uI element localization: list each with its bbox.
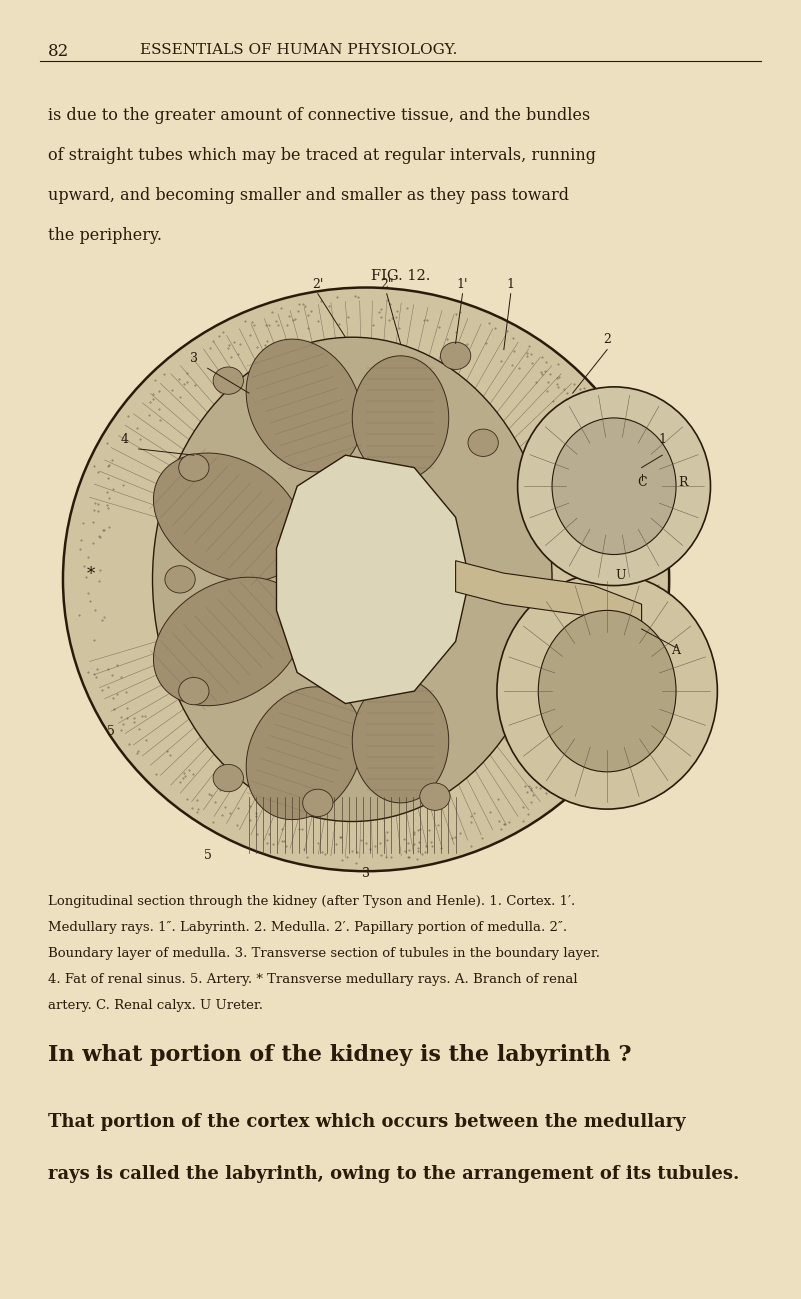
Text: of straight tubes which may be traced at regular intervals, running: of straight tubes which may be traced at…	[48, 147, 596, 164]
Circle shape	[303, 790, 333, 817]
Ellipse shape	[63, 287, 669, 872]
Ellipse shape	[538, 611, 676, 772]
Circle shape	[213, 368, 244, 395]
Text: R: R	[678, 477, 688, 490]
Text: 3: 3	[362, 868, 370, 881]
Polygon shape	[456, 561, 642, 629]
Text: 2: 2	[603, 334, 611, 347]
Text: U: U	[616, 569, 626, 582]
Ellipse shape	[152, 338, 552, 821]
Text: the periphery.: the periphery.	[48, 227, 162, 244]
Text: 4. Fat of renal sinus. 5. Artery. * Transverse medullary rays. A. Branch of rena: 4. Fat of renal sinus. 5. Artery. * Tran…	[48, 973, 578, 986]
Circle shape	[420, 783, 450, 811]
Ellipse shape	[552, 418, 676, 555]
Ellipse shape	[246, 339, 362, 472]
Text: Medullary rays. 1″. Labyrinth. 2. Medulla. 2′. Papillary portion of medulla. 2″.: Medullary rays. 1″. Labyrinth. 2. Medull…	[48, 921, 567, 934]
Ellipse shape	[154, 453, 303, 582]
Text: 1': 1'	[457, 278, 469, 291]
Text: 1: 1	[507, 278, 515, 291]
Ellipse shape	[352, 356, 449, 481]
Text: 4: 4	[121, 433, 129, 446]
Circle shape	[179, 453, 209, 481]
Text: 3: 3	[190, 352, 198, 365]
Ellipse shape	[517, 387, 710, 586]
Text: C: C	[637, 477, 646, 490]
Circle shape	[441, 342, 471, 369]
Text: *: *	[87, 566, 95, 583]
Text: 5: 5	[107, 725, 115, 738]
Text: artery. C. Renal calyx. U Ureter.: artery. C. Renal calyx. U Ureter.	[48, 999, 263, 1012]
Text: That portion of the cortex which occurs between the medullary: That portion of the cortex which occurs …	[48, 1113, 686, 1131]
Text: 5: 5	[203, 848, 211, 861]
Text: 2": 2"	[380, 278, 393, 291]
Text: FIG. 12.: FIG. 12.	[371, 269, 430, 283]
Circle shape	[468, 429, 498, 456]
Text: ESSENTIALS OF HUMAN PHYSIOLOGY.: ESSENTIALS OF HUMAN PHYSIOLOGY.	[140, 43, 457, 57]
Text: rays is called the labyrinth, owing to the arrangement of its tubules.: rays is called the labyrinth, owing to t…	[48, 1165, 739, 1183]
Text: is due to the greater amount of connective tissue, and the bundles: is due to the greater amount of connecti…	[48, 107, 590, 123]
Text: 2': 2'	[312, 278, 324, 291]
Text: Longitudinal section through the kidney (after Tyson and Henle). 1. Cortex. 1′.: Longitudinal section through the kidney …	[48, 895, 575, 908]
Text: In what portion of the kidney is the labyrinth ?: In what portion of the kidney is the lab…	[48, 1044, 631, 1066]
Polygon shape	[276, 455, 469, 704]
Ellipse shape	[352, 678, 449, 803]
Circle shape	[213, 764, 244, 791]
Ellipse shape	[154, 577, 303, 705]
Circle shape	[165, 565, 195, 594]
Text: 1: 1	[658, 433, 666, 446]
Ellipse shape	[246, 687, 362, 820]
Text: A: A	[671, 644, 681, 657]
Text: Boundary layer of medulla. 3. Transverse section of tubules in the boundary laye: Boundary layer of medulla. 3. Transverse…	[48, 947, 600, 960]
Ellipse shape	[497, 573, 718, 809]
Circle shape	[179, 678, 209, 705]
Text: upward, and becoming smaller and smaller as they pass toward: upward, and becoming smaller and smaller…	[48, 187, 569, 204]
Text: 82: 82	[48, 43, 70, 60]
